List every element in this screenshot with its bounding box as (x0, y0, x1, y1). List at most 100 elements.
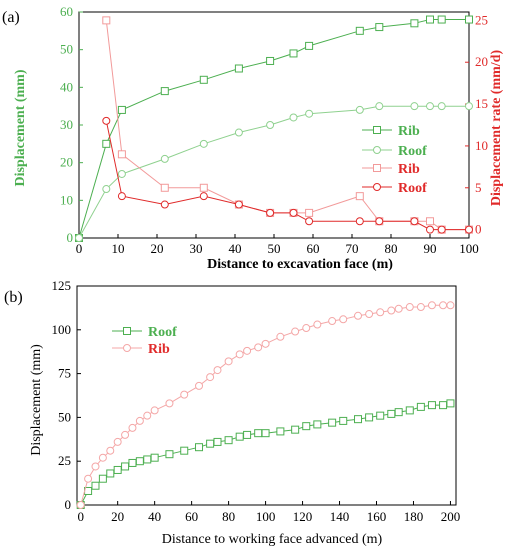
series-0-roof-point (106, 469, 115, 478)
series-1-rib-point (135, 416, 144, 425)
series-2-rib-point (160, 183, 169, 192)
y-left-tick-label: 0 (67, 230, 74, 245)
series-0-rib-point (117, 105, 126, 114)
series-1-rib-point (291, 327, 300, 336)
series-1-rib-point (106, 446, 115, 455)
series-0-rib-point (234, 64, 243, 73)
legend-label-rib-displacement: Rib (398, 124, 420, 139)
series-1-rib-point (416, 303, 425, 312)
series-0-rib-point (266, 56, 275, 65)
series-1-rib-point (180, 390, 189, 399)
legend-label-roof-displacement: Roof (398, 144, 427, 159)
series-0-roof-point (394, 408, 403, 417)
series-0-roof-point (254, 429, 263, 438)
series-3-roof-point (160, 200, 169, 209)
legend-marker-rib-displacement (373, 126, 381, 134)
legend-marker-roof-rate (373, 183, 381, 191)
y-tick-label: 50 (58, 409, 71, 424)
series-0-rib-point (289, 49, 298, 58)
series-0-roof-point (387, 409, 396, 418)
series-0-roof-point (376, 411, 385, 420)
chart-panel-b: (b) 0 20 40 60 80 100 120 140 160 180 200 0 25 50 75 1… (4, 278, 460, 547)
series-0-rib-point (102, 139, 111, 148)
series-0-roof-point (291, 425, 300, 434)
y-right-tick-label: 5 (475, 180, 482, 195)
series-3-roof-point (289, 208, 298, 217)
legend-marker-roof (123, 327, 131, 335)
series-0-rib-point (199, 75, 208, 84)
x-tick-label: 40 (229, 241, 242, 256)
series-0-roof-point (365, 413, 374, 422)
series-3-roof-point (355, 217, 364, 226)
series-1-rib-point (405, 303, 414, 312)
series-3-roof-point (426, 225, 434, 234)
x-tick-label: 30 (190, 241, 203, 256)
series-0-rib-point (160, 87, 169, 96)
series-3-roof-point (199, 192, 208, 201)
panel-a-label: (a) (2, 9, 20, 26)
series-3-roof-point (375, 217, 384, 226)
y-right-tick-label: 25 (475, 12, 488, 27)
series-1-rib-point (387, 306, 396, 315)
panel-a-y-left-axis-title: Displacement (mm) (13, 69, 28, 186)
x-tick-label: 200 (441, 509, 461, 524)
series-0-roof-point (427, 401, 436, 410)
series-1-roof-point (75, 234, 83, 242)
series-1-rib-point (224, 357, 233, 366)
series-1-roof-point (289, 113, 298, 122)
x-tick-label: 0 (76, 241, 83, 256)
series-1-rib-point (76, 501, 85, 509)
y-tick-label: 125 (52, 278, 72, 293)
x-tick-label: 0 (77, 509, 84, 524)
series-1-roof-point (117, 169, 126, 178)
legend-marker-rib-rate (373, 164, 381, 172)
series-1-rib-point (354, 311, 363, 320)
y-left-tick-label: 40 (60, 79, 73, 94)
x-tick-label: 20 (111, 509, 124, 524)
series-1-rib-point (213, 366, 222, 375)
series-1-rib-point (328, 317, 337, 326)
series-0-roof-point (143, 455, 152, 464)
series-0-roof-point (339, 416, 348, 425)
series-0-roof-point (261, 429, 270, 438)
y-right-tick-label: 10 (475, 138, 488, 153)
series-1-rib-point (339, 315, 348, 324)
panel-b-plot-frame (76, 285, 457, 506)
y-right-tick-label: 15 (475, 96, 488, 111)
series-1-rib-point (113, 437, 122, 446)
series-2-rib-point (305, 208, 314, 217)
panel-b-y-axis-title: Displacement (mm) (29, 344, 44, 456)
series-0-roof-point (113, 465, 122, 474)
panel-a-series (75, 15, 473, 242)
panel-b-series (76, 301, 455, 509)
series-3-roof-point (465, 225, 473, 234)
x-tick-label: 90 (424, 241, 437, 256)
series-0-roof-point (276, 427, 285, 436)
series-0-roof-point (243, 430, 252, 439)
series-1-rib-point (91, 462, 100, 471)
series-0-roof-point (195, 443, 204, 452)
series-1-rib-point (243, 346, 252, 355)
legend-label-roof-rate: Roof (398, 181, 427, 196)
y-tick-label: 75 (58, 366, 71, 381)
series-1-rib-point (376, 308, 385, 317)
series-0-roof-point (98, 474, 107, 483)
y-right-tick-label: 20 (475, 54, 488, 69)
series-0-roof-point (313, 420, 322, 429)
series-3-roof-point (266, 208, 275, 217)
panel-a-y-right-ticks: 0 5 10 15 20 25 (465, 12, 488, 237)
panel-b-legend: Roof Rib (112, 325, 177, 357)
panel-b-x-axis-title: Distance to working face advanced (m) (162, 532, 383, 547)
series-2-rib-point (117, 150, 126, 159)
series-1-rib-point (121, 430, 130, 439)
x-tick-label: 120 (293, 509, 313, 524)
series-1-roof-point (426, 102, 434, 111)
series-1-roof-point (160, 154, 169, 163)
series-1-rib-point (427, 301, 436, 310)
series-1-rib-point (128, 423, 137, 432)
series-3-roof-point (437, 225, 446, 234)
series-3-roof-point (234, 200, 243, 209)
series-1-rib-point (439, 301, 448, 310)
series-1-roof-point (465, 102, 473, 111)
